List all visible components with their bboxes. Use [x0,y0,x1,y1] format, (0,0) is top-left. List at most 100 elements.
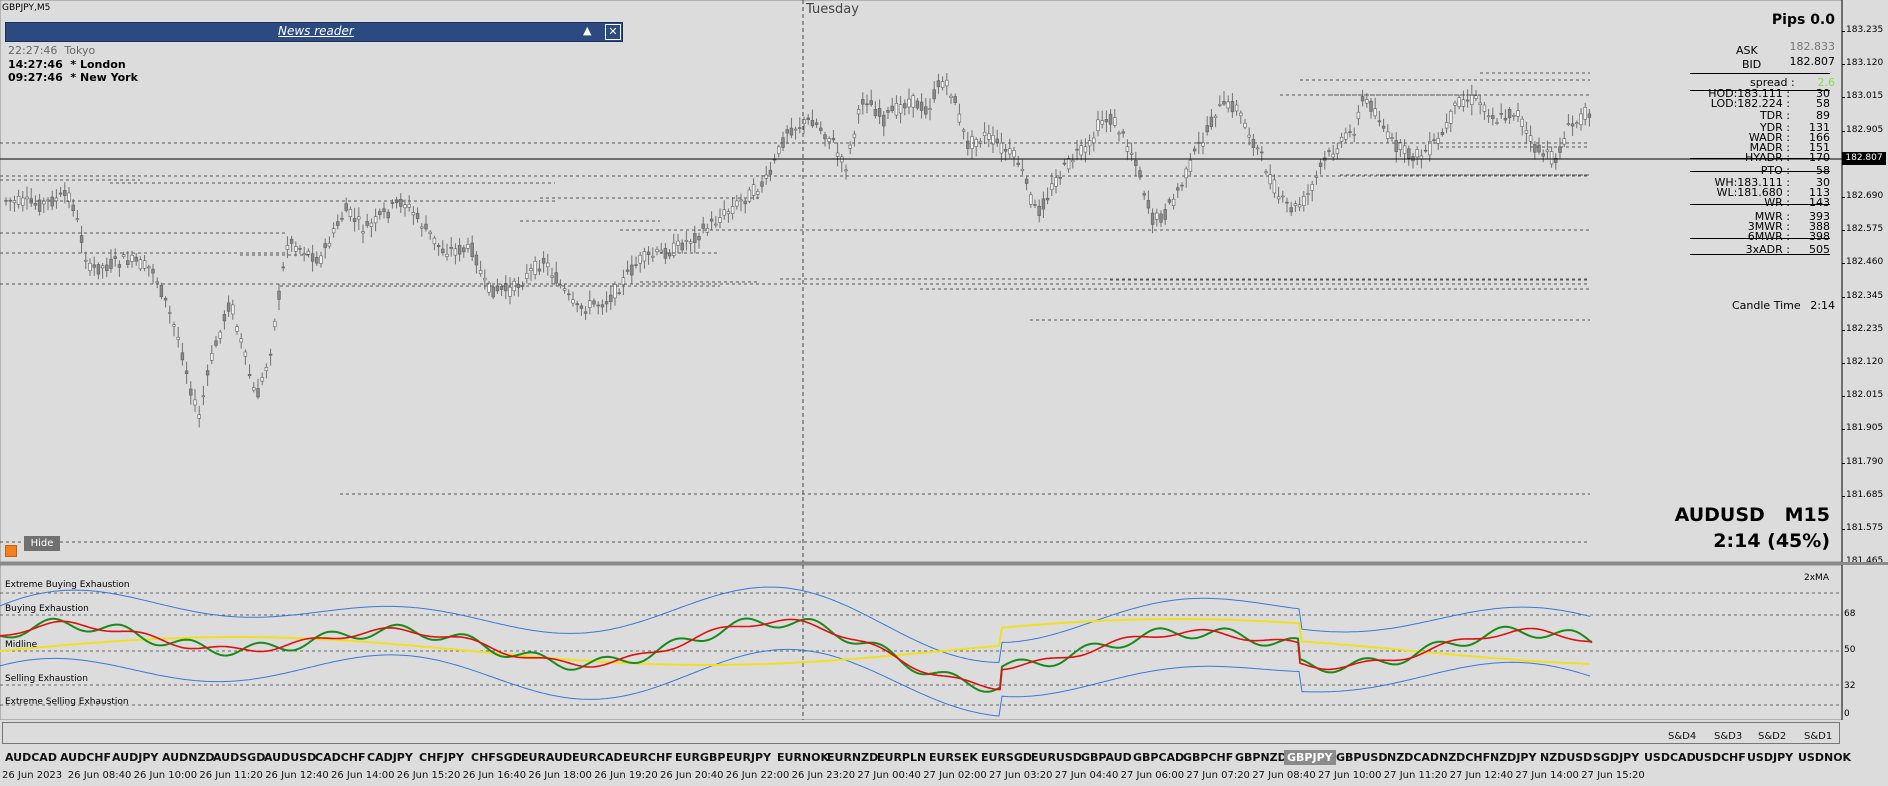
candle-body [798,127,802,129]
sd2-button[interactable]: S&D2 [1758,731,1787,742]
symbol-tab-usdchf[interactable]: USDCHF [1695,751,1746,764]
divider [1690,254,1830,255]
candle-body [1562,138,1566,145]
symbol-tab-cadjpy[interactable]: CADJPY [367,751,413,764]
candle-body [1482,104,1487,112]
symbol-timeframe: AUDUSD M15 [1674,504,1830,526]
candlestick-plot[interactable] [0,0,1888,562]
candle-body [1041,198,1046,210]
symbol-tab-audjpy[interactable]: AUDJPY [112,751,159,764]
time-tick-label: 26 Jun 2023 [2,770,63,781]
candle-body [1428,141,1432,156]
chart-window-title: GBPJPY,M5 [2,3,51,13]
candle-body [873,108,878,117]
oscillator-plot[interactable] [0,565,1888,720]
candle-body [1470,95,1474,105]
symbol-tab-eursgd[interactable]: EURSGD [981,751,1032,764]
symbol-tab-audusd[interactable]: AUDUSD [264,751,317,764]
symbol-tab-eurgbp[interactable]: EURGBP [675,751,726,764]
candle-body [268,353,273,356]
symbol-tab-eurjpy[interactable]: EURJPY [726,751,772,764]
candle-body [1386,131,1390,139]
symbol-tab-audcad[interactable]: AUDCAD [5,751,57,764]
minimize-icon[interactable]: ▲ [583,24,592,37]
candle-body [1575,122,1579,124]
candle-body [436,244,441,248]
symbol-tab-eurusd[interactable]: EURUSD [1031,751,1082,764]
symbol-tab-sgdjpy[interactable]: SGDJPY [1593,751,1640,764]
symbol-tab-nzdchf[interactable]: NZDCHF [1439,751,1491,764]
symbol-tab-eurchf[interactable]: EURCHF [623,751,673,764]
candle-body [8,199,12,202]
symbol-tab-gbpusd[interactable]: GBPUSD [1336,751,1388,764]
candle-body [819,127,823,131]
session-row-tokyo: 22:27:46 Tokyo [8,44,138,58]
symbol-tab-nzdjpy[interactable]: NZDJPY [1490,751,1537,764]
symbol-tab-gbpchf[interactable]: GBPCHF [1183,751,1234,764]
candle-body [680,242,684,251]
candle-body [508,286,512,297]
candle-body [1398,142,1403,150]
symbol-tab-audnzd[interactable]: AUDNZD [162,751,215,764]
sd3-button[interactable]: S&D3 [1714,731,1743,742]
news-reader-bar[interactable]: News reader ▲ ✕ [5,22,623,42]
symbol-tab-audchf[interactable]: AUDCHF [60,751,112,764]
candle-body [575,303,579,306]
symbol-tab-gbpaud[interactable]: GBPAUD [1081,751,1132,764]
symbol-tab-eurcad[interactable]: EURCAD [572,751,623,764]
info-row-label: HYADR : [1745,151,1790,164]
symbol-tab-gbpjpy[interactable]: GBPJPY [1284,750,1336,765]
price-chart[interactable] [0,0,1888,562]
hide-button[interactable]: Hide [24,536,60,551]
candle-body [462,247,466,253]
candle-body [1045,197,1050,201]
candle-body [810,120,815,127]
candle-body [369,222,374,227]
close-icon[interactable]: ✕ [605,24,621,40]
symbol-tab-cadchf[interactable]: CADCHF [315,751,366,764]
orange-marker-icon[interactable] [5,545,17,557]
sd1-button[interactable]: S&D1 [1804,731,1833,742]
candle-body [163,298,168,301]
symbol-tab-euraud[interactable]: EURAUD [521,751,573,764]
candle-body [155,281,159,284]
price-axis[interactable]: 183.235183.120183.015182.905182.795182.6… [1842,0,1888,566]
price-tick-mark [1842,31,1845,32]
candle-body [999,142,1004,154]
candle-body [214,340,218,346]
symbol-tab-bar: AUDCAD AUDCHF AUDJPY AUDNZD AUDSGD AUDUSD CADC… [0,744,1888,768]
symbol-tab-nzdusd[interactable]: NZDUSD [1540,751,1593,764]
candle-body [957,113,962,123]
symbol-tab-eurnok[interactable]: EURNOK [777,751,829,764]
time-tick-label: 27 Jun 10:00 [1318,770,1382,781]
bid-value: 182.807 [1789,55,1836,68]
candle-body [1318,162,1323,167]
candle-body [869,100,873,105]
symbol-tab-chfsgd[interactable]: CHFSGD [471,751,522,764]
panel-splitter[interactable] [0,562,1888,565]
candle-body [1092,137,1096,144]
symbol-tab-gbpnzd[interactable]: GBPNZD [1235,751,1287,764]
candle-body [642,251,647,262]
symbol-tab-eurpln[interactable]: EURPLN [877,751,927,764]
candle-body [33,203,38,206]
oscillator-panel[interactable] [0,565,1888,720]
symbol-tab-eursek[interactable]: EURSEK [929,751,978,764]
candle-body [919,101,924,111]
candle-body [226,302,231,312]
candle-body [1134,160,1138,167]
symbol-tab-chfjpy[interactable]: CHFJPY [419,751,464,764]
symbol-tab-audsgd[interactable]: AUDSGD [213,751,266,764]
symbol-tab-usdjpy[interactable]: USDJPY [1747,751,1794,764]
symbol-tab-nzdcad[interactable]: NZDCAD [1387,751,1440,764]
time-tick-label: 27 Jun 11:20 [1383,770,1448,781]
candle-body [1234,104,1239,112]
symbol-tab-eurnzd[interactable]: EURNZD [827,751,879,764]
symbol-tab-usdnok[interactable]: USDNOK [1798,751,1852,764]
candle-body [1390,137,1394,139]
news-reader-label[interactable]: News reader [278,24,354,38]
sd4-button[interactable]: S&D4 [1668,731,1697,742]
symbol-tab-usdcad[interactable]: USDCAD [1644,751,1696,764]
symbol-tab-gbpcad[interactable]: GBPCAD [1133,751,1185,764]
osc-tick-32: 32 [1844,681,1856,691]
